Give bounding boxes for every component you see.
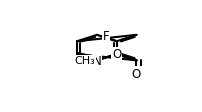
Text: O: O — [132, 67, 141, 80]
Text: O: O — [112, 48, 121, 61]
Text: N: N — [93, 54, 101, 67]
Text: CH₃: CH₃ — [75, 56, 95, 66]
Text: F: F — [103, 30, 109, 43]
